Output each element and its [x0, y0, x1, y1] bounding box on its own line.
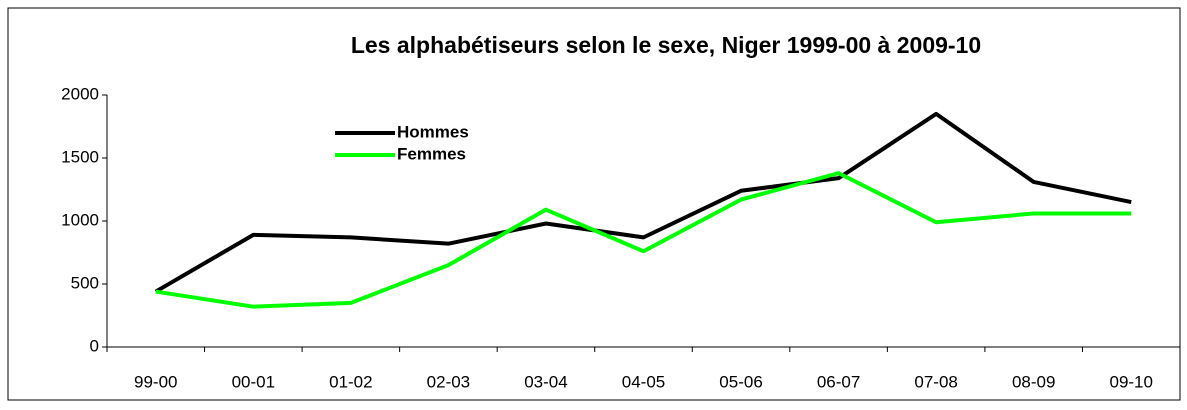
line-series [155, 171, 1132, 309]
x-tick-label: 08-09 [1012, 372, 1055, 391]
legend-label: Hommes [397, 122, 469, 141]
y-tick-label: 1000 [61, 210, 99, 229]
x-tick-label: 09-10 [1109, 372, 1152, 391]
legend-label: Femmes [397, 144, 466, 163]
x-tick-label: 02-03 [427, 372, 470, 391]
x-tick-label: 06-07 [817, 372, 860, 391]
x-tick-label: 07-08 [914, 372, 957, 391]
x-tick-label: 04-05 [622, 372, 665, 391]
x-tick-label: 01-02 [329, 372, 372, 391]
chart-border [7, 7, 1181, 401]
line-series [154, 111, 1132, 294]
x-tick-label: 05-06 [719, 372, 762, 391]
x-tick-label: 00-01 [232, 372, 275, 391]
y-tick-label: 500 [71, 273, 99, 292]
chart-title: Les alphabétiseurs selon le sexe, Niger … [351, 32, 981, 58]
x-tick-label: 03-04 [524, 372, 567, 391]
x-tick-label: 99-00 [134, 372, 177, 391]
y-tick-label: 1500 [61, 147, 99, 166]
y-tick-label: 0 [90, 336, 99, 355]
y-tick-label: 2000 [61, 84, 99, 103]
